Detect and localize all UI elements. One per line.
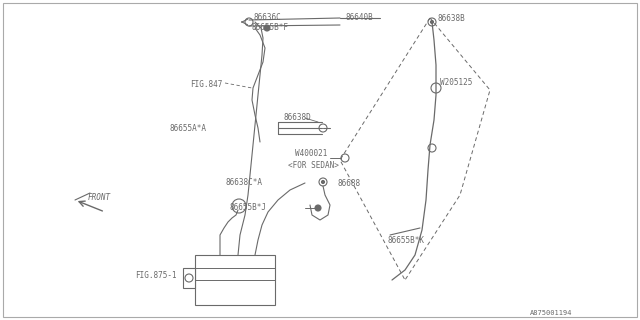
Text: FIG.847: FIG.847: [190, 79, 222, 89]
Bar: [195, 255, 275, 305]
Text: 86688: 86688: [338, 179, 361, 188]
Circle shape: [321, 180, 324, 183]
Text: FRONT: FRONT: [88, 193, 111, 202]
Circle shape: [431, 20, 433, 23]
Text: W205125: W205125: [440, 77, 472, 86]
Circle shape: [264, 25, 270, 31]
Circle shape: [315, 205, 321, 211]
Text: 86638B: 86638B: [437, 13, 465, 22]
Text: 86655B*F: 86655B*F: [251, 22, 288, 31]
Text: 86638C*A: 86638C*A: [225, 178, 262, 187]
Text: A875001194: A875001194: [530, 310, 573, 316]
Text: 86655A*A: 86655A*A: [170, 124, 207, 132]
Bar: [183, 268, 195, 288]
Text: 86655B*K: 86655B*K: [387, 236, 424, 244]
Text: 86655B*J: 86655B*J: [230, 203, 267, 212]
Text: W400021: W400021: [295, 148, 328, 157]
Text: 86638D: 86638D: [283, 113, 311, 122]
Text: 86640B: 86640B: [345, 12, 372, 21]
Text: FIG.875-1: FIG.875-1: [135, 271, 177, 281]
Text: 86636C: 86636C: [253, 12, 281, 21]
Text: <FOR SEDAN>: <FOR SEDAN>: [288, 161, 339, 170]
